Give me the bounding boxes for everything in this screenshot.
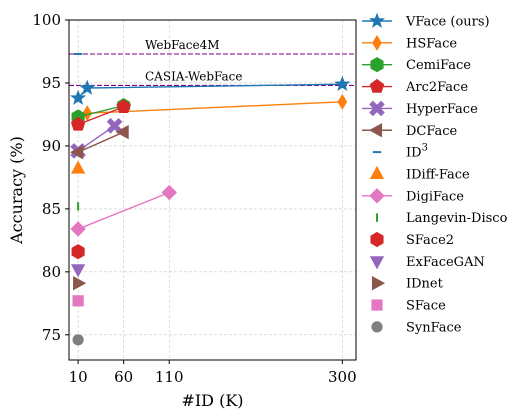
legend-label: ID3 (406, 143, 428, 161)
data-point-digiface (70, 221, 86, 237)
y-tick-label: 100 (32, 11, 61, 29)
legend-item-sface: SFace (371, 299, 446, 314)
data-point-sface2 (71, 244, 85, 260)
data-point-hyperface (106, 117, 123, 134)
legend-swatch-marker (369, 188, 385, 204)
series-synface (72, 334, 84, 346)
legend-swatch-marker (369, 165, 385, 179)
legend-swatch-marker (369, 256, 385, 270)
legend-label: ExFaceGAN (406, 255, 485, 270)
series-dcface (70, 124, 129, 160)
legend-swatch-marker (370, 231, 384, 248)
legend: VFace (ours) HSFace CemiFace Arc2Face HyperF… (362, 12, 508, 335)
legend-label-superscript: 3 (422, 143, 428, 154)
legend-swatch-marker (370, 57, 384, 73)
data-point-exfacegan (70, 264, 86, 278)
legend-swatch-marker (369, 78, 385, 93)
series-line-dcface (77, 131, 124, 153)
legend-label: DigiFace (406, 189, 464, 204)
data-point-synface (72, 334, 84, 346)
legend-item-id3: ID3 (372, 143, 428, 161)
legend-item-digiface: DigiFace (362, 188, 464, 204)
legend-label: IDiff-Face (406, 167, 470, 182)
legend-item-hyperface: HyperFace (362, 100, 478, 117)
legend-label: HyperFace (406, 102, 478, 117)
legend-label: SFace2 (406, 233, 454, 248)
legend-swatch-marker (372, 34, 382, 51)
series-arc2face (70, 99, 131, 131)
series-idiff-face (70, 160, 86, 174)
legend-item-dcface: DCFace (362, 123, 458, 139)
legend-item-hsface: HSFace (362, 34, 457, 51)
data-point-hsface (337, 93, 348, 110)
y-tick-label: 80 (42, 263, 61, 281)
legend-swatch-marker (368, 123, 383, 138)
reference-label-casia-webface: CASIA-WebFace (145, 69, 243, 83)
series-idnet (73, 276, 87, 291)
data-point-sface (72, 295, 84, 307)
y-tick-label: 85 (42, 200, 61, 218)
legend-swatch-marker (371, 321, 383, 333)
series-line-vface-ours (77, 83, 343, 99)
legend-item-cemiface: CemiFace (362, 57, 471, 73)
reference-lines: WebFace4M CASIA-WebFace (69, 38, 356, 87)
legend-item-langevin-disco: Langevin-Disco (376, 211, 508, 226)
series-line-arc2face (77, 106, 124, 126)
legend-label: VFace (ours) (405, 15, 490, 30)
data-point-vface-ours (70, 89, 87, 105)
data-point-dcface (115, 124, 129, 140)
data-point-dcface (70, 145, 84, 160)
legend-swatch-marker (369, 100, 385, 117)
data-point-arc2face (116, 99, 131, 114)
legend-label: IDnet (406, 277, 444, 292)
x-tick-label: 60 (114, 368, 133, 386)
x-tick-label: 10 (69, 368, 88, 386)
legend-label: HSFace (406, 36, 457, 51)
legend-item-exfacegan: ExFaceGAN (369, 255, 485, 270)
series-exfacegan (70, 264, 86, 278)
y-axis-title: Accuracy (%) (7, 136, 26, 245)
data-point-idiff-face (70, 160, 86, 174)
y-tick-label: 95 (42, 74, 61, 92)
legend-swatch-marker (371, 299, 383, 311)
axis-layer: 10 60 110 300 75 80 85 90 95 100 (32, 11, 356, 386)
legend-swatch-marker (368, 12, 386, 28)
series-digiface (70, 184, 177, 237)
data-point-hsface (82, 105, 93, 122)
series-line-cemiface (77, 104, 124, 118)
plot-frame (68, 19, 357, 361)
series-line-digiface (77, 191, 170, 230)
legend-item-idiff-face: IDiff-Face (369, 165, 470, 182)
legend-label: CemiFace (406, 58, 471, 73)
series-layer (70, 53, 351, 346)
x-tick-label: 300 (328, 368, 357, 386)
legend-label: DCFace (406, 124, 458, 139)
x-axis-title: #ID (K) (181, 391, 243, 410)
legend-label: SFace (406, 299, 446, 314)
legend-item-synface: SynFace (371, 320, 462, 335)
legend-item-sface2: SFace2 (370, 231, 454, 248)
legend-label: Arc2Face (405, 80, 468, 95)
data-point-vface-ours (334, 75, 351, 92)
series-sface2 (71, 244, 85, 260)
legend-label: Langevin-Disco (406, 211, 508, 226)
y-tick-label: 75 (42, 326, 61, 344)
data-point-idnet (73, 276, 87, 291)
data-point-digiface (161, 184, 177, 201)
legend-item-idnet: IDnet (371, 276, 444, 292)
legend-swatch-marker (371, 276, 386, 291)
x-tick-label: 110 (155, 368, 184, 386)
legend-label: SynFace (406, 320, 462, 335)
data-point-arc2face (70, 116, 86, 131)
legend-item-vface-ours: VFace (ours) (362, 12, 490, 30)
series-sface (72, 295, 84, 307)
legend-item-arc2face: Arc2Face (362, 78, 468, 95)
data-point-vface-ours (79, 79, 96, 95)
series-vface-ours (70, 75, 351, 105)
reference-label-webface4m: WebFace4M (145, 38, 220, 52)
y-tick-label: 90 (42, 137, 61, 155)
